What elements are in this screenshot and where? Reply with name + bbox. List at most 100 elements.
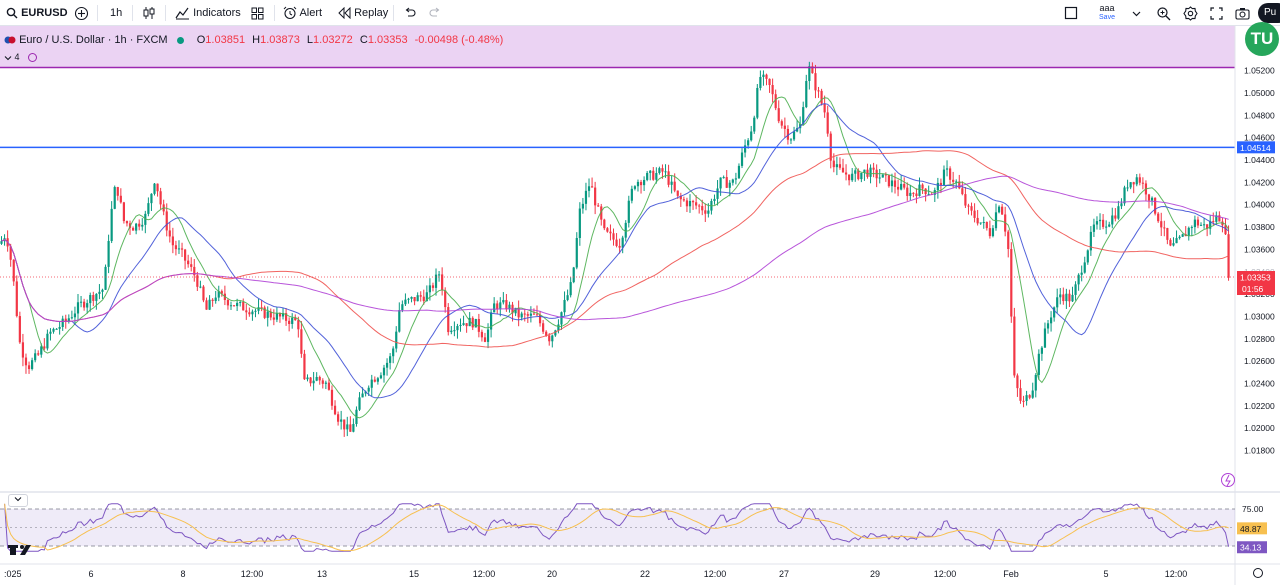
snapshot-button[interactable]: [1235, 0, 1250, 26]
candle: [321, 378, 324, 389]
candle: [49, 328, 52, 341]
candle-body: [1141, 182, 1144, 184]
alert-button[interactable]: Alert: [283, 0, 322, 26]
candle: [1135, 174, 1138, 187]
candle-body: [796, 128, 799, 132]
indicators-button[interactable]: Indicators: [175, 0, 241, 26]
candle-body: [468, 317, 471, 327]
layout-menu-button[interactable]: [1132, 0, 1141, 26]
candle-body: [263, 307, 266, 318]
candle-body: [27, 365, 31, 370]
candle: [685, 197, 689, 213]
candle: [141, 218, 144, 231]
candle-body: [927, 193, 930, 195]
candle-body: [202, 286, 205, 301]
price-chart[interactable]: 1.05200 1.05000 1.04800 1.04600 1.04400 1.042…: [0, 26, 1280, 585]
candle: [83, 298, 86, 311]
top-zone: [0, 26, 1235, 68]
layout-templates-button[interactable]: [251, 0, 264, 26]
candle: [1059, 288, 1062, 305]
redo-button[interactable]: [429, 0, 442, 26]
candle: [1089, 226, 1092, 256]
replay-button[interactable]: Replay: [338, 0, 388, 26]
time-tick-label: 15: [409, 569, 419, 579]
candle: [208, 295, 211, 310]
candle-body: [95, 293, 98, 301]
candle-body: [688, 201, 692, 207]
candle: [413, 297, 416, 306]
candle-body: [281, 313, 285, 317]
price-tick-label: 1.03000: [1244, 311, 1275, 321]
candle: [643, 176, 646, 192]
candle-body: [685, 200, 689, 207]
interval-button[interactable]: 1h: [110, 7, 123, 19]
candle-body: [1095, 221, 1099, 225]
candle: [991, 225, 995, 238]
candle: [199, 280, 202, 289]
candle: [1098, 213, 1102, 230]
candle-body: [379, 375, 383, 379]
publish-button[interactable]: Pu: [1258, 3, 1280, 23]
candle: [844, 164, 848, 181]
time-tick-label: 8: [180, 569, 185, 579]
symbol-search-button[interactable]: EURUSD: [6, 0, 68, 26]
candle-body: [780, 121, 783, 126]
candle: [936, 177, 939, 199]
candle: [229, 301, 233, 310]
fullscreen-button[interactable]: [1210, 0, 1223, 26]
candle-body: [936, 182, 939, 191]
candle-body: [214, 297, 217, 301]
candle-body: [1013, 316, 1016, 376]
candle-body: [529, 313, 532, 316]
candle-body: [147, 203, 150, 214]
chart-type-button[interactable]: [142, 0, 156, 26]
candle: [994, 203, 998, 231]
candle: [499, 297, 502, 317]
compare-button[interactable]: [74, 0, 89, 26]
candle-body: [903, 183, 906, 188]
candle-body: [811, 66, 814, 74]
indicators-toggle[interactable]: 4: [4, 50, 38, 64]
candle: [1065, 288, 1068, 309]
candle-body: [682, 199, 685, 201]
rsi-pane-toggle[interactable]: [8, 494, 28, 507]
alert-label: Alert: [299, 7, 323, 19]
undo-button[interactable]: [403, 0, 416, 26]
candle-body: [447, 307, 450, 333]
candle-body: [909, 192, 912, 196]
settings-button[interactable]: [1183, 0, 1198, 26]
candle: [119, 188, 122, 204]
candle-body: [832, 160, 835, 168]
candle-body: [1202, 224, 1206, 226]
candle: [1016, 373, 1019, 397]
candle-body: [615, 239, 618, 246]
candle-body: [1160, 221, 1163, 228]
candle-body: [731, 179, 734, 183]
candle: [125, 220, 129, 227]
tv-logo-bar: [10, 545, 16, 555]
candle: [554, 329, 557, 337]
candle-body: [1046, 323, 1050, 329]
candle-body: [756, 87, 759, 118]
candle-body: [551, 335, 554, 342]
candle-body: [878, 177, 881, 179]
candle-body: [333, 405, 337, 415]
candle: [1028, 394, 1031, 400]
candle: [887, 175, 890, 188]
symbol-title[interactable]: Euro / U.S. Dollar · 1h · FXCM: [19, 34, 168, 46]
candle-body: [1074, 284, 1077, 295]
save-layout-button[interactable]: aaa Save: [1092, 3, 1122, 23]
select-layout-button[interactable]: [1064, 0, 1078, 26]
candle-body: [18, 316, 21, 343]
candle-body: [61, 318, 64, 327]
candle-body: [40, 346, 43, 355]
candle-body: [340, 419, 343, 422]
price-tick-label: 1.05000: [1244, 88, 1275, 98]
candle-body: [621, 237, 624, 248]
candle-body: [499, 302, 502, 310]
candle: [1086, 249, 1089, 265]
quick-search-button[interactable]: [1156, 0, 1171, 26]
candle: [1092, 218, 1096, 237]
candle-body: [1102, 219, 1105, 227]
candle: [190, 257, 193, 272]
